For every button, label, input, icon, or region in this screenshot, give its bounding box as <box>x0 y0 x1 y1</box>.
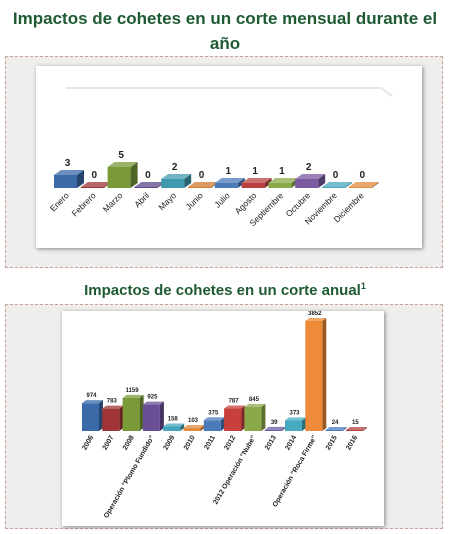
annual-chart-footnote-mark: 1 <box>361 281 366 291</box>
monthly-chart-svg: 3Enero0Febrero5Marzo0Abril2Mayo0Junio1Ju… <box>36 66 422 248</box>
annual-category-label: 2011 <box>203 434 217 451</box>
annual-category-label: 2007 <box>102 434 116 451</box>
monthly-bar-10 <box>295 174 325 188</box>
monthly-category-label: Marzo <box>101 190 125 214</box>
monthly-value-label: 0 <box>360 170 366 181</box>
annual-value-label: 1159 <box>126 388 140 394</box>
annual-bar-8 <box>224 406 245 431</box>
annual-category-label: 2015 <box>325 434 339 451</box>
monthly-value-label: 0 <box>333 170 339 181</box>
annual-category-label: 2010 <box>183 434 197 451</box>
monthly-value-label: 0 <box>145 170 151 181</box>
monthly-category-label: Febrero <box>70 190 98 218</box>
annual-value-label: 375 <box>208 410 219 416</box>
annual-value-label: 24 <box>332 420 339 426</box>
annual-category-label: 2012 Operación "Nube" <box>212 435 257 506</box>
annual-category-label: 2013 <box>264 434 278 451</box>
monthly-value-label: 1 <box>279 166 285 177</box>
annual-bar-13 <box>326 427 347 431</box>
monthly-chart-plot-area: 3 Enero 0 Febrero 5 Marzo 0 Abril 2 Mayo 0 Junio 1 Ju… <box>36 66 422 248</box>
annual-chart-title-text: Impactos de cohetes en un corte anual <box>84 282 361 299</box>
annual-chart-title: Impactos de cohetes en un corte anual1 <box>0 275 450 302</box>
monthly-bar-6 <box>188 182 218 188</box>
annual-value-label: 3852 <box>308 311 322 317</box>
monthly-bar-7 <box>215 178 245 188</box>
annual-value-label: 15 <box>352 420 359 426</box>
annual-category-label: 2009 <box>163 434 177 451</box>
annual-bar-12 <box>305 318 326 431</box>
annual-value-label: 974 <box>86 393 97 399</box>
annual-value-label: 783 <box>107 399 118 405</box>
annual-bar-11 <box>285 417 306 431</box>
monthly-category-label: Agosto <box>233 190 259 216</box>
monthly-bar-2 <box>81 182 111 188</box>
monthly-bar-5 <box>161 174 191 188</box>
annual-bar-9 <box>244 404 265 431</box>
monthly-value-label: 3 <box>65 158 71 169</box>
annual-bar-10 <box>265 427 286 431</box>
monthly-chart-title-line1: Impactos de cohetes en un corte mensual … <box>0 6 450 56</box>
annual-category-label: Operación "Roca Firme" <box>272 435 319 509</box>
annual-value-label: 373 <box>289 410 300 416</box>
monthly-bar-9 <box>268 178 298 188</box>
annual-value-label: 925 <box>147 395 158 401</box>
monthly-value-label: 1 <box>252 166 258 177</box>
annual-chart-plot-area: 974 2006 783 2007 1159 2008 925 Operación "Plom… <box>62 311 384 526</box>
annual-bar-7 <box>204 417 225 431</box>
annual-value-label: 158 <box>168 416 179 422</box>
monthly-bar-1 <box>54 170 84 188</box>
annual-category-label: 2016 <box>345 434 359 451</box>
monthly-bar-12 <box>349 182 379 188</box>
monthly-category-label: Enero <box>48 190 71 213</box>
monthly-category-label: Junio <box>183 190 205 212</box>
monthly-value-label: 0 <box>199 170 205 181</box>
annual-value-label: 39 <box>271 420 278 426</box>
monthly-value-label: 1 <box>226 166 232 177</box>
monthly-value-label: 5 <box>118 150 124 161</box>
annual-category-label: 2014 <box>284 434 298 451</box>
annual-bar-2 <box>102 406 123 431</box>
annual-bar-5 <box>163 423 184 431</box>
monthly-value-label: 2 <box>172 162 178 173</box>
monthly-value-label: 2 <box>306 162 312 173</box>
monthly-bar-8 <box>242 178 272 188</box>
annual-bar-4 <box>143 402 164 431</box>
monthly-category-label: Julio <box>212 190 232 210</box>
annual-value-label: 103 <box>188 418 199 424</box>
annual-value-label: 787 <box>229 399 240 405</box>
monthly-value-label: 0 <box>92 170 98 181</box>
annual-category-label: 2006 <box>81 434 95 451</box>
annual-category-label: 2012 <box>223 434 237 451</box>
annual-bar-1 <box>82 400 103 431</box>
monthly-bar-11 <box>322 182 352 188</box>
annual-bar-14 <box>346 427 367 431</box>
annual-bar-6 <box>184 425 205 431</box>
monthly-bar-4 <box>134 182 164 188</box>
monthly-bar-3 <box>108 162 138 188</box>
annual-value-label: 845 <box>249 397 260 403</box>
annual-bar-3 <box>123 395 144 431</box>
monthly-category-label: Mayo <box>156 190 178 212</box>
monthly-category-label: Abril <box>132 190 151 209</box>
annual-category-label: 2008 <box>122 434 136 451</box>
